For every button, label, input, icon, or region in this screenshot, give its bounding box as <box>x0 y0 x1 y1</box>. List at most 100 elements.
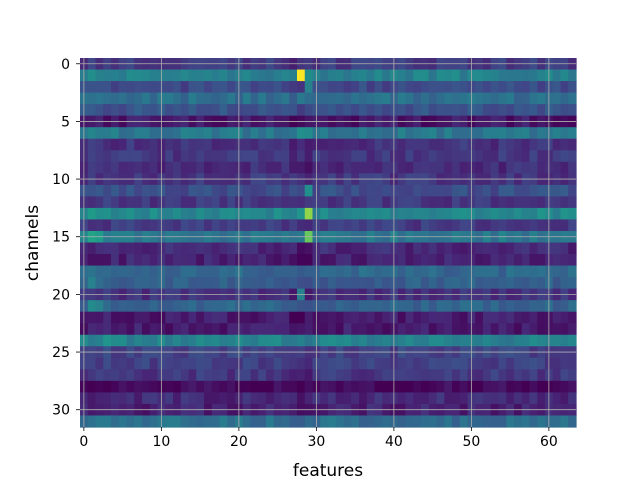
heatmap-cell <box>227 196 236 209</box>
heatmap-cell <box>134 92 143 105</box>
heatmap-cell <box>568 254 577 267</box>
heatmap-cell <box>382 69 391 82</box>
heatmap-cell <box>289 127 298 140</box>
heatmap-cell <box>134 196 143 209</box>
heatmap-cell <box>475 161 484 174</box>
heatmap-cell <box>134 357 143 370</box>
heatmap-cell <box>413 219 422 232</box>
heatmap-cell <box>568 161 577 174</box>
heatmap-cell <box>351 207 360 221</box>
heatmap-cell <box>250 81 259 94</box>
heatmap-cell <box>134 81 143 94</box>
heatmap-cell <box>289 184 298 197</box>
heatmap-cell <box>343 92 352 105</box>
heatmap-cell <box>250 323 259 336</box>
heatmap-cell <box>452 242 461 255</box>
heatmap-cell <box>552 415 562 428</box>
heatmap-cell <box>428 300 438 313</box>
heatmap-cell <box>281 380 290 394</box>
heatmap-cell <box>521 277 531 290</box>
heatmap-cell <box>444 196 453 209</box>
heatmap-cell <box>242 300 252 313</box>
heatmap-cell <box>498 323 507 336</box>
heatmap-cell <box>405 311 414 324</box>
heatmap-cell <box>405 357 414 370</box>
heatmap-cell <box>351 254 360 267</box>
heatmap-cell <box>258 196 267 209</box>
heatmap-cell <box>521 184 531 197</box>
heatmap-cell <box>266 277 275 290</box>
heatmap-cell <box>405 369 414 382</box>
heatmap-cell <box>281 265 290 278</box>
heatmap-cell <box>180 369 190 382</box>
heatmap-cell <box>397 219 407 232</box>
heatmap-cell <box>320 196 329 209</box>
heatmap-cell <box>180 323 190 336</box>
heatmap-cell <box>514 207 523 221</box>
heatmap-cell <box>514 161 523 174</box>
heatmap-cell <box>483 323 492 336</box>
heatmap-cell <box>529 277 538 290</box>
heatmap-cell <box>421 392 430 405</box>
heatmap-cell <box>382 219 391 232</box>
heatmap-cell <box>118 242 128 255</box>
heatmap-cell <box>521 334 531 347</box>
heatmap-cell <box>475 184 484 197</box>
heatmap-cell <box>405 300 414 313</box>
heatmap-cell <box>475 265 484 278</box>
heatmap-cell <box>452 150 461 163</box>
heatmap-cell <box>483 127 492 140</box>
heatmap-cell <box>188 254 197 267</box>
heatmap-cell <box>281 196 290 209</box>
heatmap-cell <box>149 69 159 82</box>
heatmap-cell <box>219 380 228 394</box>
heatmap-cell <box>560 219 569 232</box>
heatmap-cell <box>242 369 252 382</box>
heatmap-cell <box>428 323 438 336</box>
heatmap-cell <box>366 334 376 347</box>
heatmap-cell <box>258 104 267 117</box>
heatmap-cell <box>343 150 352 163</box>
heatmap-cell <box>211 92 221 105</box>
heatmap-cell <box>560 277 569 290</box>
heatmap-cell <box>459 127 469 140</box>
heatmap-cell <box>343 415 352 428</box>
heatmap-cell <box>366 184 376 197</box>
heatmap-cell <box>142 380 151 394</box>
heatmap-cell <box>188 369 197 382</box>
heatmap-cell <box>335 127 345 140</box>
heatmap-cell <box>490 369 500 382</box>
heatmap-cell <box>436 81 445 94</box>
heatmap-cell <box>552 300 562 313</box>
heatmap-cell <box>459 311 469 324</box>
heatmap-cell <box>328 334 337 347</box>
heatmap-cell <box>250 254 259 267</box>
heatmap-cell <box>459 334 469 347</box>
heatmap-cell <box>118 265 128 278</box>
heatmap-cell <box>103 127 112 140</box>
heatmap-cell <box>560 265 569 278</box>
heatmap-cell <box>382 150 391 163</box>
heatmap-cell <box>421 242 430 255</box>
heatmap-cell <box>382 161 391 174</box>
heatmap-cell <box>281 219 290 232</box>
heatmap-cell <box>180 92 190 105</box>
heatmap-cell <box>335 150 345 163</box>
heatmap-cell <box>405 150 414 163</box>
heatmap-cell <box>242 392 252 405</box>
heatmap-cell <box>126 415 135 428</box>
heatmap-cell <box>320 150 329 163</box>
heatmap-cell <box>343 161 352 174</box>
heatmap-cell <box>374 127 383 140</box>
heatmap-cell <box>180 104 190 117</box>
heatmap-cell <box>366 81 376 94</box>
heatmap-cell <box>142 300 151 313</box>
heatmap-cell <box>490 138 500 151</box>
heatmap-cell <box>281 81 290 94</box>
heatmap-cell <box>134 161 143 174</box>
heatmap-cell <box>250 311 259 324</box>
heatmap-cell <box>359 138 368 151</box>
heatmap-cell <box>266 323 275 336</box>
heatmap-cell <box>188 150 197 163</box>
heatmap-cell <box>405 138 414 151</box>
